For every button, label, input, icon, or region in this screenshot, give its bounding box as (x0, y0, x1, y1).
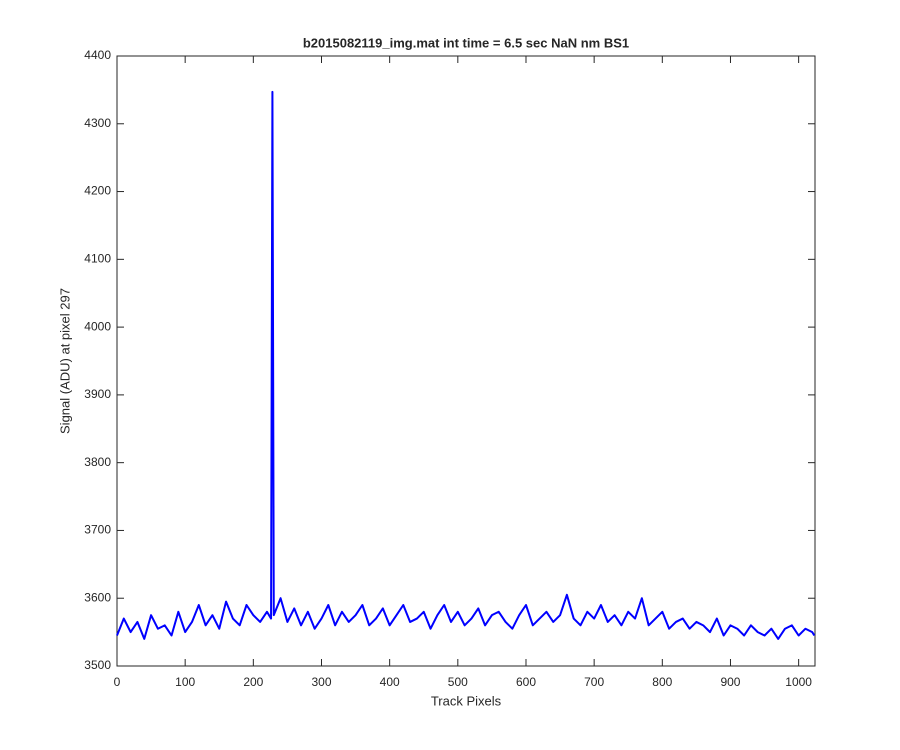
x-tick-label: 800 (652, 675, 672, 689)
y-tick-label: 4300 (84, 116, 111, 130)
x-tick-label: 400 (380, 675, 400, 689)
y-tick-label: 4000 (84, 319, 111, 333)
y-tick-label: 4200 (84, 184, 111, 198)
data-line (116, 90, 816, 640)
plot-frame (116, 55, 816, 667)
x-tick-label: 200 (243, 675, 263, 689)
y-tick-label: 4100 (84, 252, 111, 266)
y-tick-label: 3800 (84, 455, 111, 469)
x-tick-label: 0 (114, 675, 121, 689)
x-tick-label: 300 (311, 675, 331, 689)
x-tick-label: 700 (584, 675, 604, 689)
y-tick-label: 3500 (84, 658, 111, 672)
x-tick-label: 500 (448, 675, 468, 689)
y-tick-label: 4400 (84, 48, 111, 62)
y-axis-label: Signal (ADU) at pixel 297 (57, 288, 72, 434)
x-tick-label: 900 (720, 675, 740, 689)
x-axis-label: Track Pixels (431, 693, 502, 708)
y-tick-label: 3700 (84, 523, 111, 537)
y-tick-label: 3600 (84, 590, 111, 604)
x-tick-label: 600 (516, 675, 536, 689)
x-tick-label: 1000 (785, 675, 812, 689)
y-tick-label: 3900 (84, 387, 111, 401)
x-tick-label: 100 (175, 675, 195, 689)
chart-title: b2015082119_img.mat int time = 6.5 sec N… (303, 35, 629, 50)
